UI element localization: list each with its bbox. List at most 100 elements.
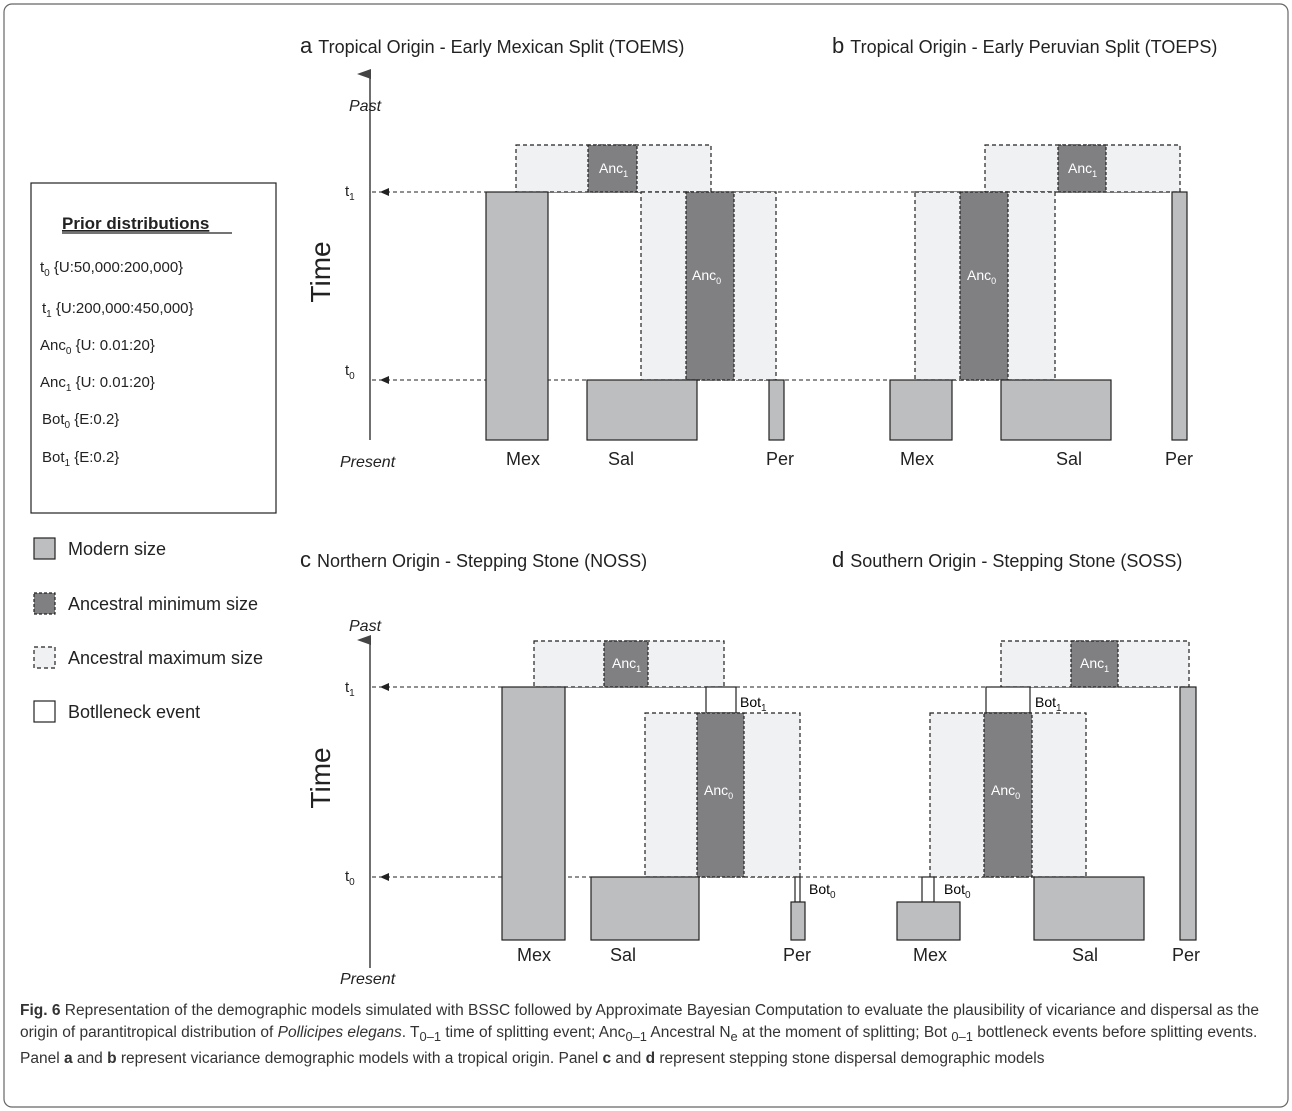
caption-panel-ref: b: [107, 1050, 117, 1068]
panel-d-anc0-min: [983, 712, 1033, 878]
panel-c-bot0-label: Bot0: [809, 881, 836, 901]
panel-b-label-sal: Sal: [1056, 449, 1082, 469]
caption-text: and: [72, 1050, 108, 1068]
axis-past-bottom: Past: [349, 618, 382, 635]
panel-a-mex-bar: [485, 191, 549, 441]
legend-swatch-bottleneck: [33, 700, 56, 723]
legend-label-ancestral-max: Ancestral maximum size: [68, 648, 263, 668]
panel-b-sal-bar: [1000, 379, 1112, 441]
panel-b-title: b Tropical Origin - Early Peruvian Split …: [832, 33, 1217, 58]
panel-c-bot0: [794, 876, 801, 903]
panel-d-sal-bar: [1033, 876, 1145, 941]
caption-panel-ref: d: [645, 1050, 656, 1068]
panel-b-label-mex: Mex: [900, 449, 934, 469]
axis-t1-top: t1: [345, 183, 355, 203]
panel-a-label-per: Per: [766, 449, 794, 469]
time-axis-bottom: Past Present Time t1 t0: [305, 618, 396, 988]
prior-distributions-box: Prior distributions t0 {U:50,000:200,000…: [30, 182, 277, 514]
caption-fig-number: Fig. 6: [20, 1002, 61, 1019]
panel-c-diagram: Anc1 Bot1 Anc0 Bot0 Mex Sal Per: [372, 640, 1170, 965]
panel-cd-t0-arrow: [380, 873, 389, 881]
prior-t1: t1 {U:200,000:450,000}: [42, 300, 194, 320]
prior-anc1: Anc1 {U: 0.01:20}: [40, 374, 155, 394]
panel-b-anc0-min: [959, 191, 1009, 381]
panel-b-anc1-min: [1057, 144, 1107, 193]
axis-present-top: Present: [340, 454, 396, 471]
panel-a-diagram: Anc1 Anc0 Mex Sal Per: [372, 144, 1170, 469]
panel-c-anc1-label: Anc1: [612, 655, 641, 674]
caption-text: represent stepping stone dispersal demog…: [655, 1050, 1045, 1068]
panel-a-title: a Tropical Origin - Early Mexican Split (…: [300, 33, 684, 58]
panel-d-label-mex: Mex: [913, 945, 947, 965]
panel-d-per-bar: [1179, 686, 1197, 941]
panel-d-mex-bar: [896, 901, 961, 941]
panel-d-bot1-label: Bot1: [1035, 694, 1062, 714]
panel-a-sal-bar: [586, 379, 698, 441]
prior-box-border: [30, 182, 277, 514]
axis-present-bottom: Present: [340, 971, 396, 988]
axis-t0-top: t0: [345, 362, 355, 382]
panel-d-bot0: [921, 876, 935, 903]
prior-bot0: Bot0 {E:0.2}: [42, 411, 119, 431]
legend-label-modern: Modern size: [68, 539, 166, 559]
axis-t0-bottom: t0: [345, 868, 355, 888]
prior-bot1: Bot1 {E:0.2}: [42, 449, 119, 469]
caption-text: at the moment of splitting; Bot: [737, 1024, 952, 1041]
panel-b-per-bar: [1171, 191, 1188, 441]
prior-t0: t0 {U:50,000:200,000}: [40, 259, 183, 279]
caption-text: bottleneck events before splitting event…: [20, 1024, 1258, 1068]
panel-b-anc0-label: Anc0: [967, 267, 996, 286]
prior-title: Prior distributions: [62, 214, 209, 233]
panel-a-anc0-label: Anc0: [692, 267, 721, 286]
legend-swatch-ancestral-min: [33, 592, 56, 615]
caption-species: Pollicipes elegans: [277, 1024, 402, 1041]
panel-b-anc1-label: Anc1: [1068, 160, 1097, 179]
figure-caption: Fig. 6 Representation of the demographic…: [20, 1000, 1275, 1070]
caption-sub: 0–1: [951, 1029, 973, 1045]
panel-d-bot1: [985, 686, 1031, 714]
legend-label-ancestral-min: Ancestral minimum size: [68, 594, 258, 614]
panel-c-per-bar: [790, 901, 806, 941]
axis-past-top: Past: [349, 98, 382, 115]
panel-d-anc0-label: Anc0: [991, 782, 1020, 801]
caption-panel-ref: a: [63, 1050, 73, 1068]
panel-c-anc0-label: Anc0: [704, 782, 733, 801]
caption-sub: e: [730, 1029, 738, 1045]
panel-d-bot0-label: Bot0: [944, 881, 971, 901]
legend: Modern size Ancestral minimum size Ances…: [33, 537, 263, 723]
caption-sub: 0–1: [419, 1029, 442, 1045]
panel-a-label-sal: Sal: [608, 449, 634, 469]
panel-d-title: d Southern Origin - Stepping Stone (SOSS): [832, 547, 1182, 572]
caption-text: . T: [401, 1024, 420, 1041]
panel-ab-t1-arrow: [380, 188, 389, 196]
panel-d-label-per: Per: [1172, 945, 1200, 965]
panel-c-label-per: Per: [783, 945, 811, 965]
panel-d-diagram: Anc1 Bot1 Anc0 Bot0 Mex Sal Per: [896, 640, 1200, 965]
legend-swatch-modern: [33, 537, 56, 560]
panel-c-bot1: [705, 686, 737, 714]
caption-text: and: [611, 1050, 646, 1068]
panel-cd-t1-arrow: [380, 683, 389, 691]
panel-c-mex-bar: [501, 686, 566, 941]
panel-d-anc1-min: [1070, 640, 1119, 688]
panel-c-anc0-min: [696, 712, 745, 878]
panel-a-anc1-label: Anc1: [599, 160, 628, 179]
panel-ab-t0-arrow: [380, 376, 389, 384]
time-axis-top: Past Present Time t1 t0: [305, 69, 396, 471]
caption-text: Representation of the demographic models…: [20, 1002, 1259, 1041]
panel-b-diagram: Anc1 Anc0 Mex Sal Per: [889, 144, 1193, 469]
panel-b-mex-bar: [889, 379, 953, 441]
panel-a-label-mex: Mex: [506, 449, 540, 469]
legend-swatch-ancestral-max: [33, 646, 56, 669]
caption-text: represent vicariance demographic models …: [116, 1050, 603, 1068]
caption-panel-ref: c: [602, 1050, 612, 1068]
panel-b-label-per: Per: [1165, 449, 1193, 469]
panel-c-bot1-label: Bot1: [740, 694, 767, 714]
panel-c-sal-bar: [590, 876, 700, 941]
panel-d-label-sal: Sal: [1072, 945, 1098, 965]
panel-c-label-sal: Sal: [610, 945, 636, 965]
axis-time-label-bottom: Time: [305, 747, 336, 808]
axis-t1-bottom: t1: [345, 679, 355, 699]
prior-anc0: Anc0 {U: 0.01:20}: [40, 337, 155, 357]
